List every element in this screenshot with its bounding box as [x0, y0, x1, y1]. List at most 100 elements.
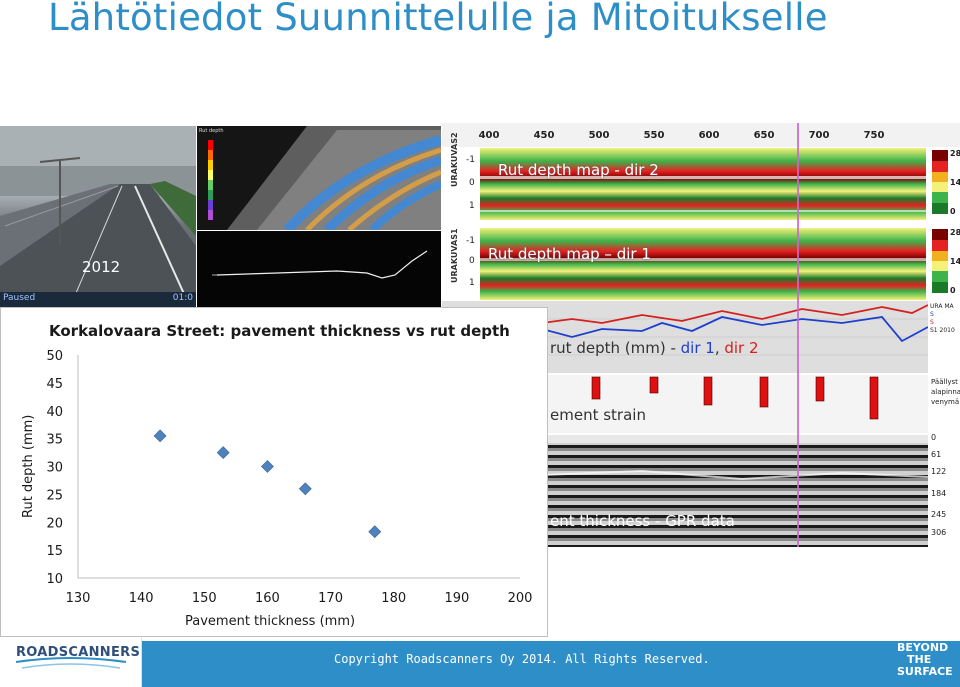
copyright-text: Copyright Roadscanners Oy 2014. All Righ…	[334, 652, 710, 666]
lane-tick: -1	[466, 155, 475, 165]
y-tick-label: 35	[46, 433, 63, 448]
scan-legend-swatches	[208, 140, 213, 220]
laser-scan-image	[197, 126, 441, 230]
lane-label-dir1: URAKUVAS1	[450, 228, 459, 283]
lane-tick: 1	[469, 201, 475, 211]
scan-color-legend: Rut depth	[199, 128, 224, 226]
profile-legend-line: S	[930, 311, 934, 318]
rut-map-dir2-title: Rut depth map - dir 2	[498, 161, 659, 179]
scatter-point	[216, 446, 230, 459]
tagline-line: THE	[907, 653, 932, 666]
gpr-depth-label: 122	[931, 467, 947, 476]
rut-profile-dir1: dir 1	[680, 339, 715, 357]
y-tick-label: 30	[46, 461, 63, 476]
scan-legend-label: Rut depth	[199, 128, 224, 134]
distance-tick: 400	[478, 130, 500, 141]
y-tick-label: 20	[46, 516, 63, 531]
x-tick-label: 150	[192, 591, 217, 606]
cross-section-line	[212, 250, 428, 279]
rut-scale-dir2	[932, 150, 948, 214]
road-photo: 2012 Paused 01:0	[0, 126, 196, 307]
y-tick-label: 40	[46, 405, 63, 420]
video-timecode: 01:0	[172, 293, 193, 303]
gpr-depth-label: 0	[931, 433, 937, 442]
profile-legend-line: S1 2010	[930, 327, 955, 334]
scatter-point	[153, 429, 167, 443]
slide-title: Lähtötiedot Suunnittelulle ja Mitoitukse…	[48, 0, 828, 39]
footer-bar	[0, 641, 960, 687]
strain-caption: ement strain	[550, 406, 646, 424]
road-scene	[0, 126, 196, 307]
lane-tick: 1	[469, 278, 475, 288]
scatter-chart: 130 140 150 160 170 180 190 200 50 45 40 35 30 25 20 15…	[0, 307, 548, 637]
gpr-depth-label: 61	[931, 450, 942, 459]
distance-tick: 550	[643, 130, 665, 141]
gpr-depth-label: 245	[931, 510, 947, 519]
x-tick-label: 140	[129, 591, 154, 606]
rut-profile-dir2: dir 2	[724, 339, 759, 357]
scale-label: 0	[950, 207, 956, 216]
rut-map-dir1-title: Rut depth map – dir 1	[488, 245, 651, 263]
lane-tick: 0	[469, 178, 475, 188]
tagline-line: SURFACE	[897, 665, 953, 678]
chart-x-axis-label: Pavement thickness (mm)	[185, 614, 356, 629]
rut-map-dir1	[480, 228, 926, 300]
distance-tick: 700	[808, 130, 830, 141]
x-tick-label: 200	[508, 591, 533, 606]
strain-legend-line: Päällyst	[931, 378, 958, 386]
rut-profile-caption: rut depth (mm) - dir 1, dir 2	[550, 339, 759, 357]
profile-legend: URA MA S S S1 2010	[930, 303, 955, 335]
scale-label: 14	[950, 257, 960, 266]
scatter-point	[368, 525, 382, 539]
roadscanners-logo-text: ROADSCANNERS	[16, 645, 141, 660]
roadscanners-logo-mark	[15, 657, 127, 669]
x-tick-label: 170	[318, 591, 343, 606]
rut-profile-caption-prefix: rut depth (mm) -	[550, 339, 681, 357]
scatter-chart-canvas: 130 140 150 160 170 180 190 200 50 45 40 35 30 25 20 15…	[46, 349, 533, 606]
tagline-line: BEYOND	[897, 641, 949, 654]
scale-label: 14	[950, 178, 960, 187]
y-tick-label: 45	[46, 377, 63, 392]
beyond-the-surface-logo: BEYOND THE SURFACE	[897, 642, 953, 682]
distance-tick: 500	[588, 130, 610, 141]
scatter-point	[298, 482, 312, 496]
distance-tick: 450	[533, 130, 555, 141]
y-tick-label: 10	[46, 572, 63, 587]
laser-scan-view: Rut depth	[197, 126, 441, 230]
distance-tick: 600	[698, 130, 720, 141]
gpr-depth-label: 306	[931, 528, 947, 537]
lane-tick: 0	[469, 256, 475, 266]
photo-year: 2012	[82, 258, 121, 276]
rut-profile-separator: ,	[714, 339, 725, 357]
profile-legend-line: URA MA	[930, 303, 954, 310]
strain-legend-line: alapinna	[931, 388, 960, 396]
logo-card	[0, 638, 142, 687]
rut-map-dir2	[480, 148, 926, 220]
y-tick-label: 50	[46, 349, 63, 364]
profile-legend-line: S	[930, 319, 934, 326]
gpr-caption: ent thickness - GPR data	[550, 512, 735, 530]
distance-tick: 650	[753, 130, 775, 141]
y-tick-label: 15	[46, 544, 63, 559]
roadscanners-logo: ROADSCANNERS	[10, 644, 140, 674]
x-tick-label: 190	[444, 591, 469, 606]
distance-tick: 750	[863, 130, 885, 141]
strain-legend-line: venymä	[931, 398, 960, 406]
video-status-bar: Paused 01:0	[0, 292, 196, 307]
video-status-text: Paused	[3, 293, 36, 303]
chart-y-axis-label: Rut depth (mm)	[21, 414, 36, 518]
scatter-point	[261, 460, 274, 473]
position-marker-line	[797, 123, 799, 547]
x-tick-label: 180	[381, 591, 406, 606]
x-tick-label: 130	[66, 591, 91, 606]
gpr-depth-label: 184	[931, 489, 947, 498]
scale-label: 0	[950, 286, 956, 295]
cross-section-profile	[197, 231, 441, 307]
scale-label: 28	[950, 149, 960, 158]
y-tick-label: 25	[46, 488, 63, 503]
strain-legend: Päällyst alapinna venymä	[931, 377, 960, 407]
rut-scale-dir1	[932, 229, 948, 293]
distance-axis: 400 450 500 550 600 650 700 750	[442, 123, 960, 147]
scale-label: 28	[950, 228, 960, 237]
